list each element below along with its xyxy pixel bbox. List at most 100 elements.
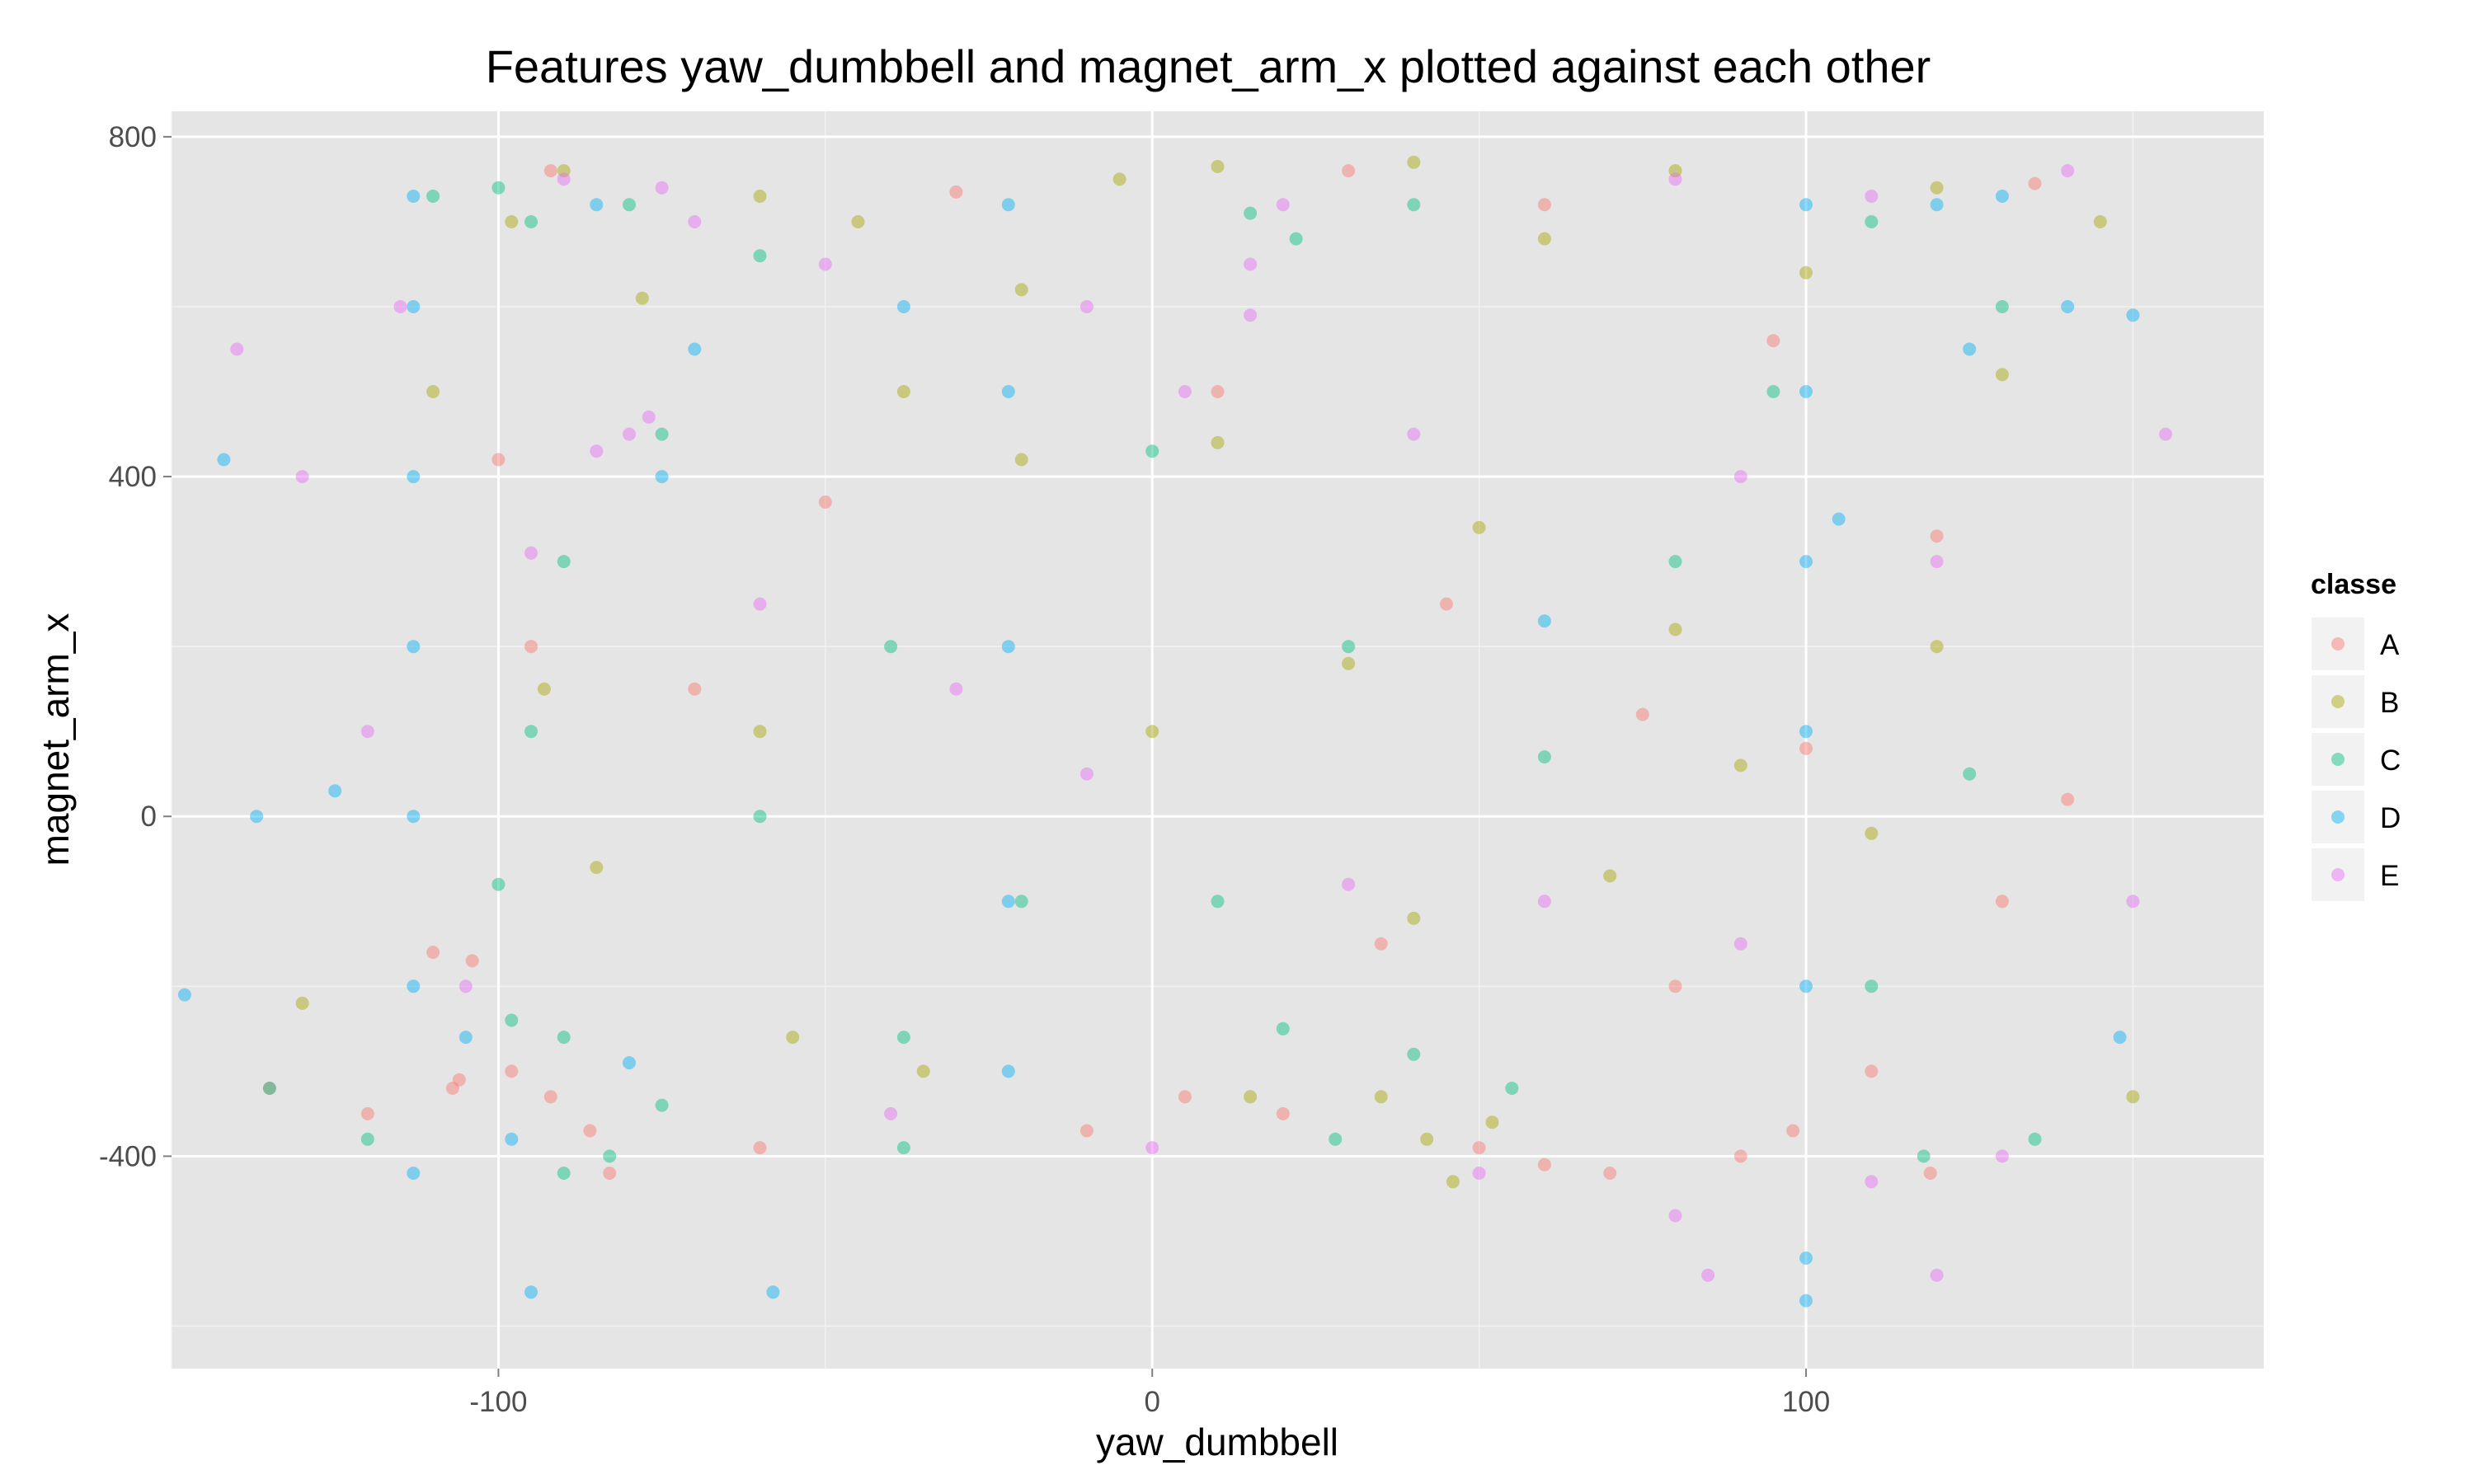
data-point (1244, 308, 1258, 322)
data-point (1537, 232, 1551, 246)
data-point (590, 444, 604, 458)
series-a (262, 164, 2075, 1180)
legend-item-e: E (2310, 847, 2399, 903)
data-point (1145, 444, 1159, 458)
data-point (1079, 767, 1094, 781)
legend-key-symbol (2331, 637, 2345, 650)
data-point (360, 1106, 374, 1120)
data-point (603, 1149, 617, 1163)
data-point (407, 190, 421, 203)
data-point (1635, 707, 1649, 721)
data-point (1001, 198, 1015, 212)
data-point (1930, 640, 1944, 654)
legend-key-box (2310, 616, 2366, 672)
data-point (1799, 265, 1813, 279)
data-point (1766, 334, 1780, 348)
legend-item-d: D (2310, 789, 2401, 845)
data-point (623, 1056, 636, 1070)
data-point (590, 861, 604, 875)
data-point (1733, 1149, 1747, 1163)
data-point (818, 257, 832, 271)
data-point (230, 342, 244, 356)
data-point (688, 682, 702, 696)
legend-label: A (2380, 629, 2400, 661)
data-point (1112, 172, 1126, 186)
data-point (1930, 1268, 1944, 1282)
data-point (786, 1031, 800, 1045)
data-point (407, 640, 421, 654)
data-point (753, 597, 767, 611)
data-point (1799, 198, 1813, 212)
data-point (407, 979, 421, 993)
data-point (590, 198, 604, 212)
data-point (426, 385, 440, 398)
data-point (1832, 512, 1846, 526)
series-e (230, 164, 2173, 1282)
x-axis-title: yaw_dumbbell (1096, 1421, 1338, 1463)
data-point (250, 810, 264, 824)
data-point (1374, 937, 1388, 951)
data-point (753, 725, 767, 739)
data-point (1786, 1124, 1800, 1138)
data-point (360, 725, 374, 739)
data-point (766, 1285, 780, 1299)
data-point (2113, 1031, 2127, 1045)
data-point (543, 1090, 557, 1104)
data-point (753, 249, 767, 263)
data-point (295, 996, 309, 1010)
legend-label: E (2380, 860, 2399, 892)
data-point (1276, 1021, 1290, 1036)
data-point (655, 470, 669, 484)
data-point (2028, 176, 2042, 190)
data-point (1211, 160, 1225, 173)
data-point (1995, 895, 2009, 909)
data-point (635, 291, 649, 305)
series-b (295, 155, 2140, 1189)
legend-title: classe (2311, 569, 2396, 600)
data-point (557, 1167, 571, 1180)
data-point (1420, 1132, 1434, 1146)
data-point (1799, 385, 1813, 398)
data-point (505, 1132, 519, 1146)
data-point (1766, 385, 1780, 398)
data-point (407, 1167, 421, 1180)
data-point (1733, 758, 1747, 773)
data-point (505, 1013, 519, 1027)
data-point (2126, 1090, 2140, 1104)
data-point (262, 1082, 276, 1095)
data-point (851, 215, 865, 228)
data-point (524, 546, 538, 560)
data-point (603, 1167, 617, 1180)
data-point (1244, 206, 1258, 220)
data-point (896, 1031, 910, 1045)
data-point (426, 946, 440, 960)
data-point (1342, 656, 1356, 670)
data-point (655, 1098, 669, 1112)
data-point (407, 470, 421, 484)
data-point (1342, 164, 1356, 178)
data-point (583, 1124, 597, 1138)
data-point (1407, 911, 1421, 925)
data-point (2093, 215, 2107, 228)
legend-key-symbol (2331, 753, 2345, 766)
data-point (1014, 895, 1028, 909)
chart-title: Features yaw_dumbbell and magnet_arm_x p… (486, 40, 1931, 92)
data-point (492, 453, 506, 467)
data-point (393, 300, 407, 313)
data-point (492, 181, 506, 195)
data-point (1995, 1149, 2009, 1163)
data-point (1799, 1294, 1813, 1308)
legend-item-a: A (2310, 616, 2400, 672)
data-point (1995, 300, 2009, 313)
legend-item-c: C (2310, 731, 2401, 787)
data-point (1211, 435, 1225, 449)
data-point (1485, 1115, 1499, 1129)
legend-key-symbol (2331, 868, 2345, 881)
data-point (1079, 1124, 1094, 1138)
data-point (896, 1141, 910, 1155)
data-point (1668, 172, 1682, 186)
data-point (818, 495, 832, 509)
data-point (524, 725, 538, 739)
data-point (753, 190, 767, 203)
